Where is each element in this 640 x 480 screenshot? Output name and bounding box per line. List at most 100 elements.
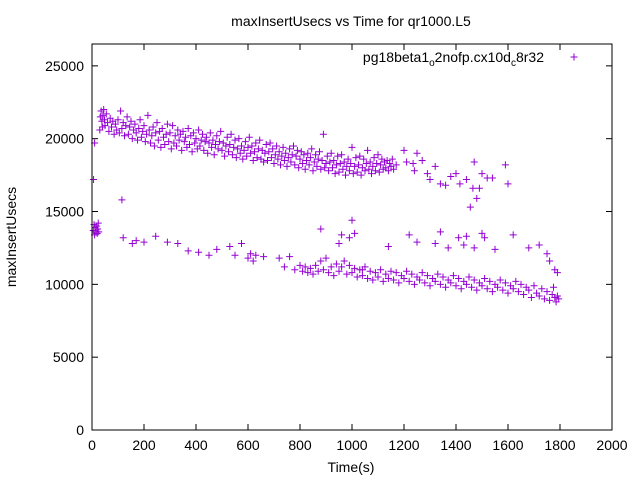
data-point xyxy=(158,124,166,132)
data-point xyxy=(238,240,245,248)
data-point xyxy=(275,254,283,262)
data-point xyxy=(282,149,290,157)
data-point xyxy=(403,267,411,275)
data-point xyxy=(353,168,361,176)
data-point xyxy=(299,267,307,275)
data-point xyxy=(384,275,392,283)
data-point xyxy=(209,136,217,144)
data-point xyxy=(353,273,361,281)
legend: pg18beta1o2nofp.cx10dc8r32 xyxy=(363,49,578,69)
data-point xyxy=(313,162,321,170)
data-point xyxy=(344,155,352,163)
data-point xyxy=(323,152,331,160)
data-point xyxy=(517,280,525,288)
data-point xyxy=(370,154,378,162)
data-point xyxy=(436,180,444,188)
data-point xyxy=(179,127,187,135)
data-point xyxy=(241,138,249,146)
data-point xyxy=(390,165,398,173)
data-point xyxy=(368,170,375,178)
data-point xyxy=(108,123,115,131)
data-point xyxy=(122,122,130,130)
data-point xyxy=(330,272,338,280)
y-tick-label: 10000 xyxy=(45,276,84,292)
data-point xyxy=(280,157,288,165)
data-point xyxy=(195,126,203,134)
data-point xyxy=(530,282,538,290)
data-point xyxy=(434,270,442,278)
data-point xyxy=(174,240,182,248)
data-point xyxy=(126,123,134,131)
data-point xyxy=(329,164,336,172)
data-point xyxy=(351,264,359,272)
data-point xyxy=(400,146,408,154)
data-point xyxy=(204,149,212,157)
x-tick-label: 600 xyxy=(236,437,260,453)
data-point xyxy=(455,234,463,242)
data-point xyxy=(189,129,197,137)
data-point xyxy=(139,127,147,135)
data-point xyxy=(386,159,394,167)
data-point xyxy=(261,149,269,157)
data-point xyxy=(94,225,102,233)
data-point xyxy=(300,151,308,159)
data-point xyxy=(338,231,346,239)
data-point xyxy=(405,277,413,285)
data-point xyxy=(201,138,209,146)
data-point xyxy=(535,241,543,249)
data-point xyxy=(210,151,218,159)
data-point xyxy=(304,149,312,157)
data-point xyxy=(509,231,517,239)
data-point xyxy=(447,173,455,181)
data-point xyxy=(431,162,439,170)
data-point xyxy=(148,132,156,140)
data-point xyxy=(291,266,299,274)
data-point xyxy=(171,132,179,140)
data-point xyxy=(212,141,219,149)
data-point xyxy=(413,238,421,246)
data-point xyxy=(546,296,554,304)
data-point xyxy=(478,229,486,237)
x-tick-label: 800 xyxy=(288,437,312,453)
data-point xyxy=(366,158,374,166)
data-point xyxy=(266,139,274,147)
y-tick-label: 15000 xyxy=(45,204,84,220)
data-point xyxy=(326,158,334,166)
data-point xyxy=(431,277,439,285)
data-point xyxy=(235,135,243,143)
data-point xyxy=(184,247,192,255)
data-point xyxy=(550,283,557,291)
data-point xyxy=(105,127,113,135)
data-point xyxy=(175,136,183,144)
data-point xyxy=(348,143,356,151)
data-point xyxy=(149,123,157,131)
data-point xyxy=(382,270,390,278)
data-point xyxy=(93,222,101,230)
data-point xyxy=(373,159,381,167)
data-point xyxy=(245,133,253,141)
data-point xyxy=(319,266,327,274)
data-point xyxy=(348,269,356,277)
data-point xyxy=(457,285,465,293)
data-point xyxy=(309,270,317,278)
data-point xyxy=(514,288,522,296)
legend-subscript: c xyxy=(511,58,516,69)
data-point xyxy=(221,152,229,160)
data-point xyxy=(336,159,344,167)
data-point xyxy=(366,267,374,275)
data-point xyxy=(291,161,299,169)
data-point xyxy=(538,285,546,293)
data-point xyxy=(423,272,431,280)
data-point xyxy=(375,168,383,176)
data-point xyxy=(325,269,333,277)
data-point xyxy=(496,276,504,284)
data-point xyxy=(535,292,543,300)
data-point xyxy=(191,139,199,147)
data-point xyxy=(321,164,329,172)
data-point xyxy=(132,129,140,137)
axes: 0 200 400 600 800 1000 1200 1400 1600 1800 2000050… xyxy=(45,44,628,453)
data-point xyxy=(334,152,342,160)
data-point xyxy=(165,138,173,146)
data-point xyxy=(270,159,278,167)
y-tick-label: 20000 xyxy=(45,131,84,147)
